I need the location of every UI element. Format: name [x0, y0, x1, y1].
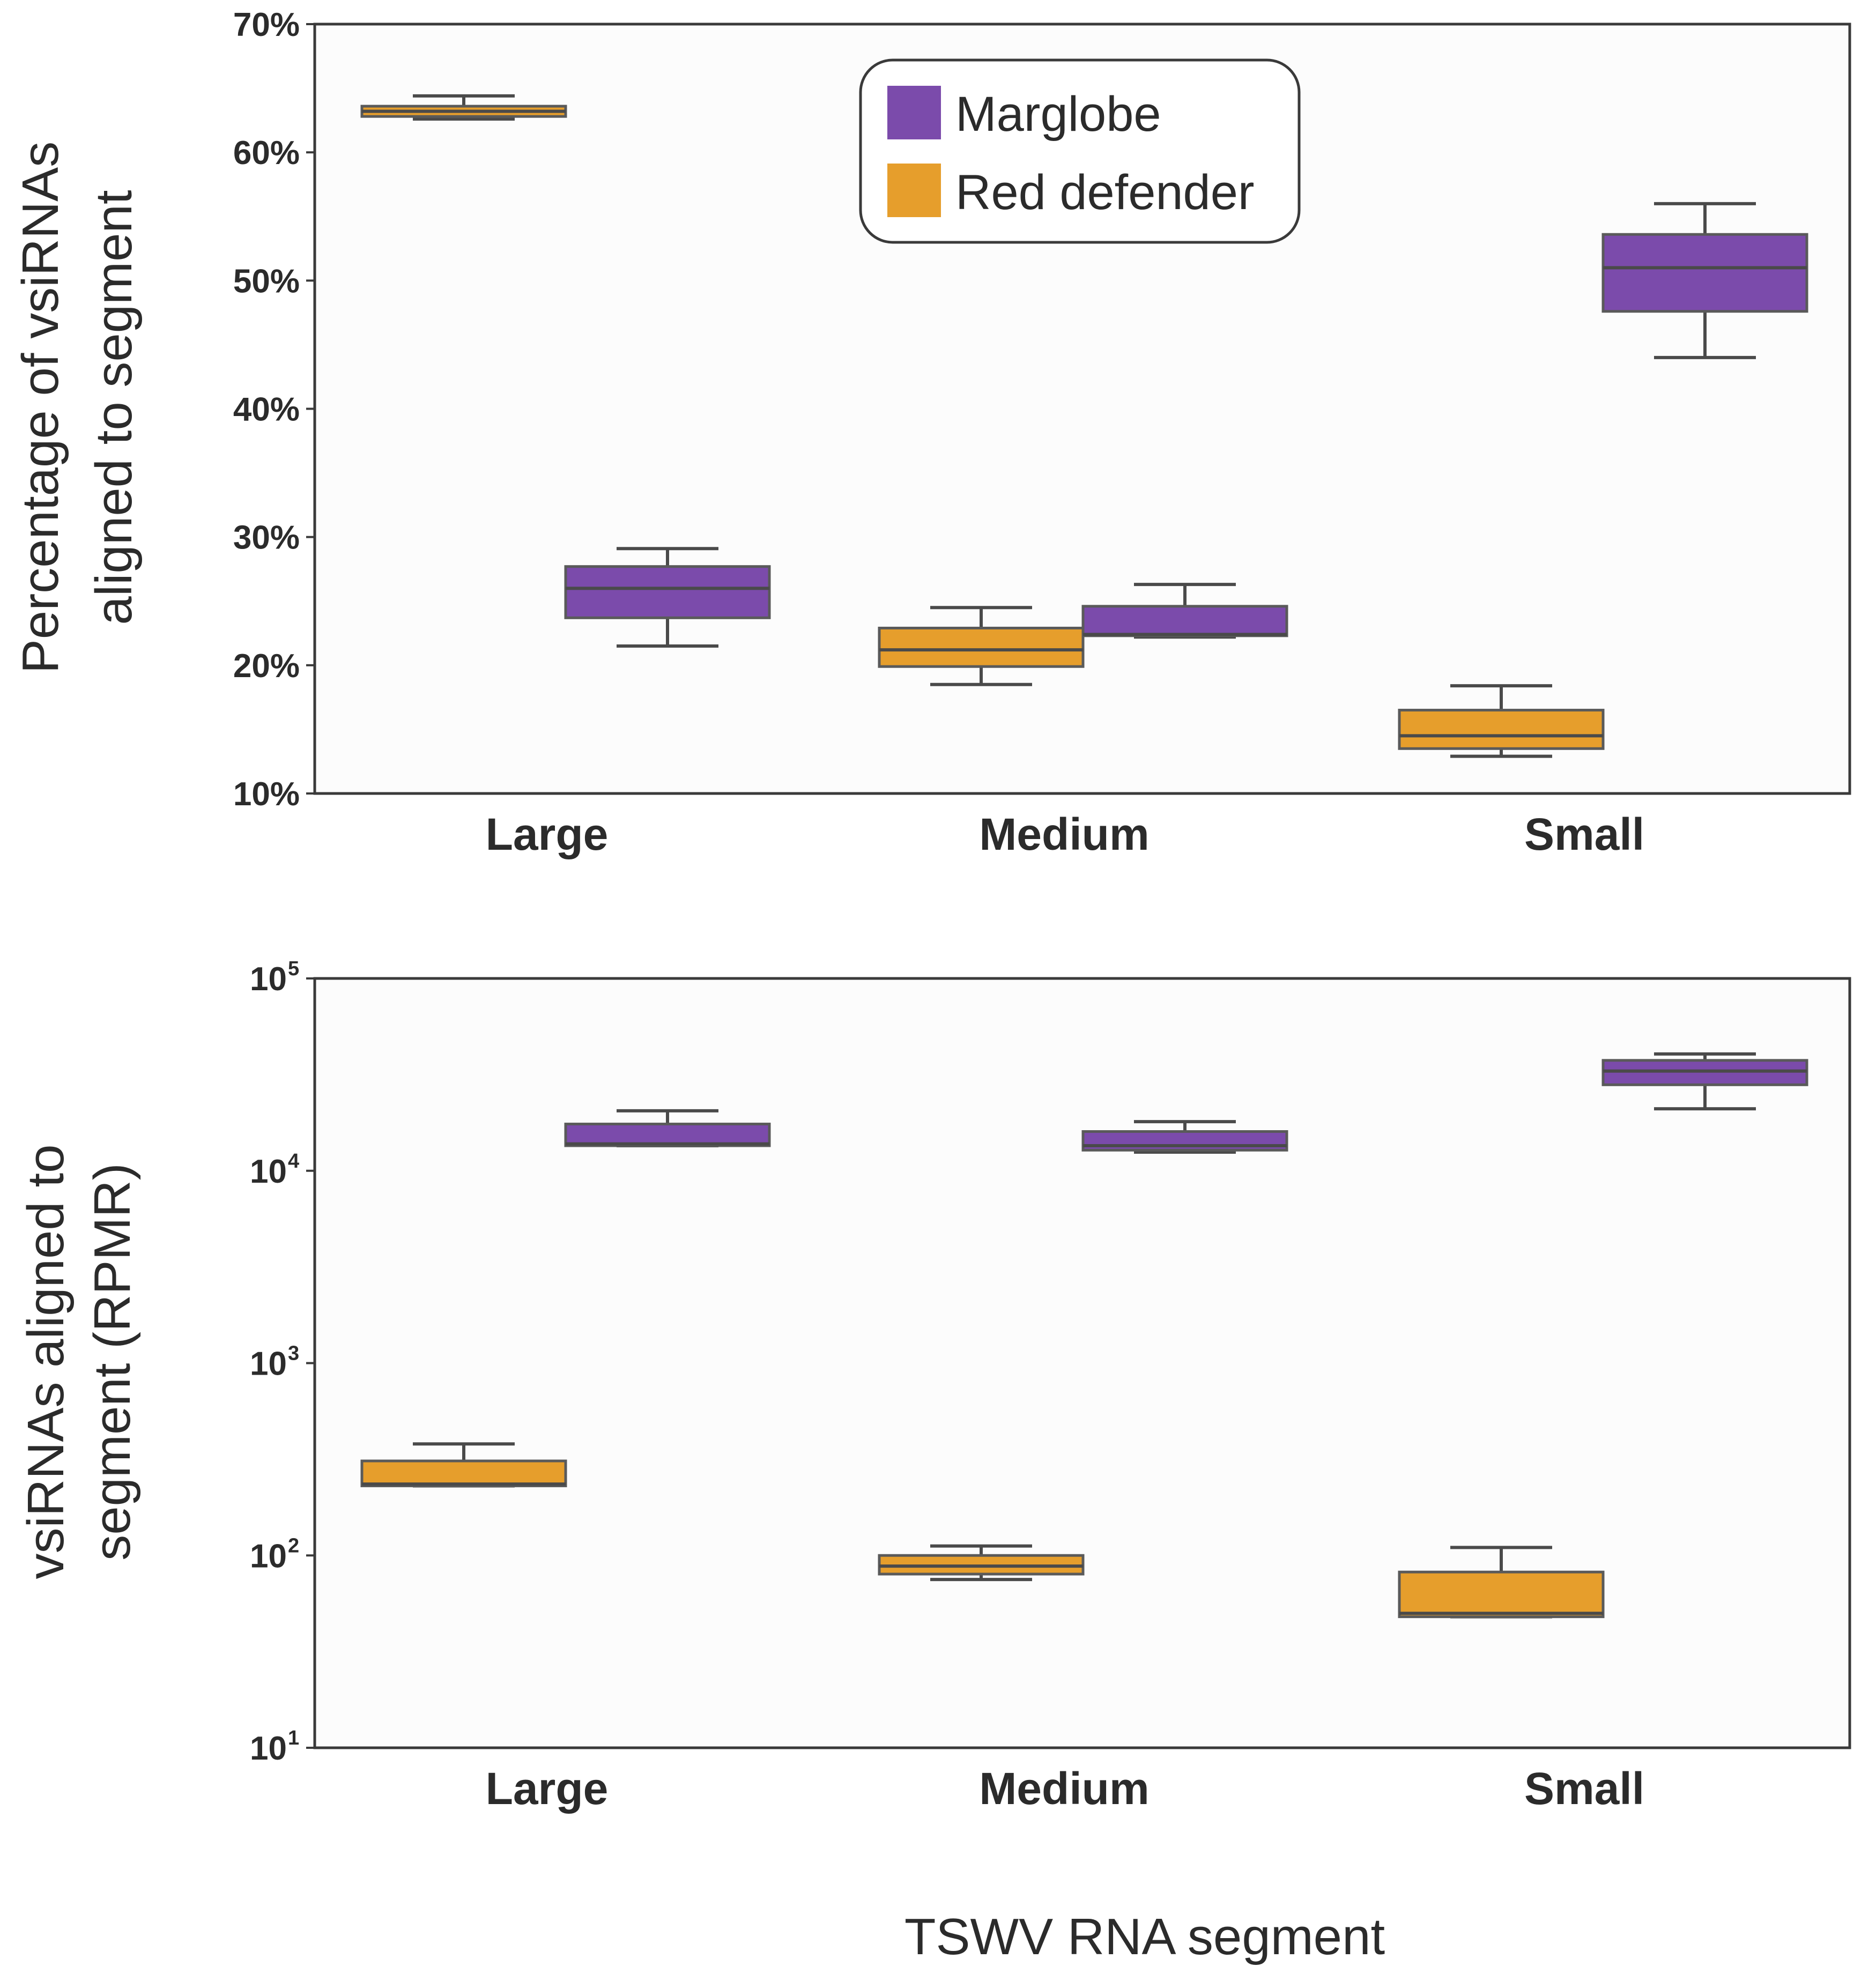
rpmr-box-red-defender-large-iqr	[360, 1459, 567, 1487]
percentage-y-tick-label: 60%	[233, 135, 300, 172]
percentage-box-red-defender-medium-iqr	[878, 626, 1085, 668]
legend-frame	[859, 58, 1301, 244]
percentage-boxes	[360, 94, 1808, 758]
legend-swatch-marglobe	[887, 86, 941, 139]
rpmr-box-red-defender-medium	[878, 1544, 1085, 1582]
rpmr-box-marglobe-large-iqr	[564, 1123, 771, 1147]
percentage-category-label-large: Large	[486, 809, 609, 859]
rpmr-y-title-line-2: segment (RPMR)	[84, 1163, 141, 1560]
legend-label-red-defender: Red defender	[955, 165, 1255, 220]
percentage-box-marglobe-large-iqr	[564, 565, 771, 619]
legend-label-marglobe: Marglobe	[955, 87, 1161, 142]
percentage-boxplot-panel: 10% 20% 30% 40% 50% 60% 70% Large Medium Small P…	[12, 6, 1851, 859]
percentage-y-tick-label: 50%	[233, 263, 300, 300]
percentage-y-ticks: 10% 20% 30% 40% 50% 60% 70%	[233, 6, 315, 813]
rpmr-y-tick-label: 10	[250, 1730, 287, 1767]
rpmr-y-tick-exponent: 5	[288, 958, 299, 980]
percentage-category-labels: Large Medium Small	[486, 809, 1644, 859]
rpmr-box-red-defender-small	[1398, 1546, 1605, 1619]
rpmr-box-marglobe-medium-iqr	[1081, 1130, 1288, 1152]
percentage-box-red-defender-medium	[878, 606, 1085, 686]
rpmr-y-tick-exponent: 1	[288, 1727, 299, 1749]
percentage-y-tick-label: 30%	[233, 520, 300, 557]
percentage-y-tick-label: 20%	[233, 648, 300, 685]
rpmr-box-marglobe-medium	[1081, 1120, 1288, 1154]
legend: Marglobe Red defender	[859, 58, 1301, 244]
rpmr-y-title-line-1: vsiRNAs aligned to	[17, 1144, 75, 1579]
percentage-box-marglobe-large	[564, 547, 771, 648]
rpmr-category-label-large: Large	[486, 1763, 609, 1814]
legend-swatch-red-defender	[887, 164, 941, 217]
percentage-box-marglobe-small-iqr	[1601, 233, 1808, 313]
percentage-box-red-defender-small-iqr	[1398, 709, 1605, 750]
percentage-category-label-medium: Medium	[979, 809, 1149, 859]
rpmr-box-red-defender-large	[360, 1442, 567, 1488]
rpmr-y-tick-exponent: 3	[288, 1342, 299, 1365]
percentage-box-red-defender-large	[360, 94, 567, 121]
rpmr-category-labels: Large Medium Small	[486, 1763, 1644, 1814]
percentage-y-title-line-2: aligned to segment	[85, 190, 143, 625]
percentage-y-tick-label: 40%	[233, 391, 300, 428]
percentage-box-marglobe-medium	[1081, 583, 1288, 639]
rpmr-plot-area	[313, 977, 1851, 1749]
percentage-box-red-defender-small	[1398, 684, 1605, 758]
rpmr-y-tick-exponent: 2	[288, 1534, 299, 1557]
rpmr-box-marglobe-small	[1601, 1052, 1808, 1111]
rpmr-y-tick-label: 10	[250, 961, 287, 998]
percentage-y-tick-label: 70%	[233, 6, 300, 43]
rpmr-y-tick-label: 10	[250, 1346, 287, 1383]
percentage-category-label-small: Small	[1524, 809, 1644, 859]
shared-x-axis-title: TSWV RNA segment	[904, 1908, 1385, 1965]
rpmr-boxes	[360, 1052, 1808, 1619]
rpmr-y-tick-label: 10	[250, 1153, 287, 1190]
percentage-y-title-line-1: Percentage of vsiRNAs	[12, 142, 69, 673]
percentage-y-tick-label: 10%	[233, 776, 300, 813]
rpmr-y-tick-label: 10	[250, 1538, 287, 1575]
percentage-box-marglobe-small	[1601, 202, 1808, 359]
rpmr-box-marglobe-large	[564, 1109, 771, 1147]
rpmr-category-label-small: Small	[1524, 1763, 1644, 1814]
percentage-box-marglobe-medium-iqr	[1081, 605, 1288, 637]
rpmr-box-red-defender-small-iqr	[1398, 1570, 1605, 1619]
rpmr-y-tick-exponent: 4	[288, 1150, 299, 1173]
rpmr-category-label-medium: Medium	[979, 1763, 1149, 1814]
